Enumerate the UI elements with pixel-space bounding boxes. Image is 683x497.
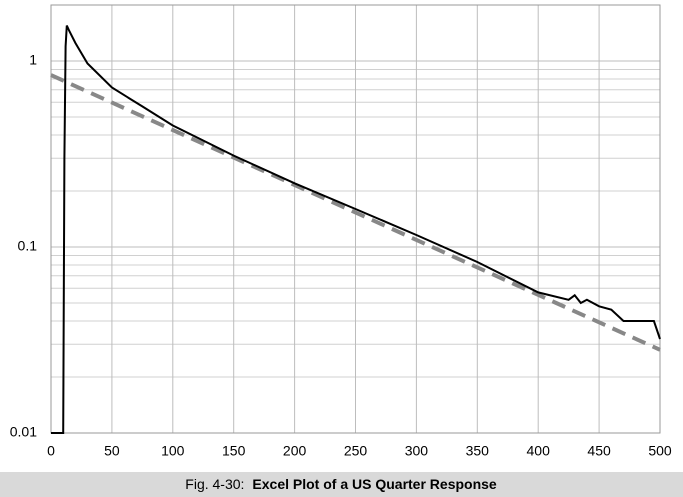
- x-tick-label: 350: [466, 443, 490, 459]
- series-line: [50, 73, 661, 352]
- x-tick-label: 50: [104, 443, 120, 459]
- y-tick-label: 0.01: [10, 424, 37, 440]
- plot-frame: [50, 4, 661, 434]
- x-tick-label: 100: [161, 443, 185, 459]
- x-tick-label: 300: [405, 443, 429, 459]
- caption-label: Fig. 4-30:: [185, 476, 244, 492]
- x-tick-label: 500: [648, 443, 672, 459]
- x-tick-label: 400: [527, 443, 551, 459]
- caption-title: Excel Plot of a US Quarter Response: [252, 476, 497, 492]
- x-tick-label: 450: [587, 443, 611, 459]
- caption-bar: [0, 472, 683, 497]
- x-tick-label: 0: [47, 443, 55, 459]
- y-tick-label: 0.1: [18, 238, 38, 254]
- x-tick-label: 200: [283, 443, 307, 459]
- series-line: [51, 25, 661, 434]
- y-tick-label: 1: [29, 52, 37, 68]
- x-tick-label: 150: [222, 443, 246, 459]
- x-tick-label: 250: [344, 443, 368, 459]
- caption: Fig. 4-30: Excel Plot of a US Quarter Res…: [185, 476, 497, 492]
